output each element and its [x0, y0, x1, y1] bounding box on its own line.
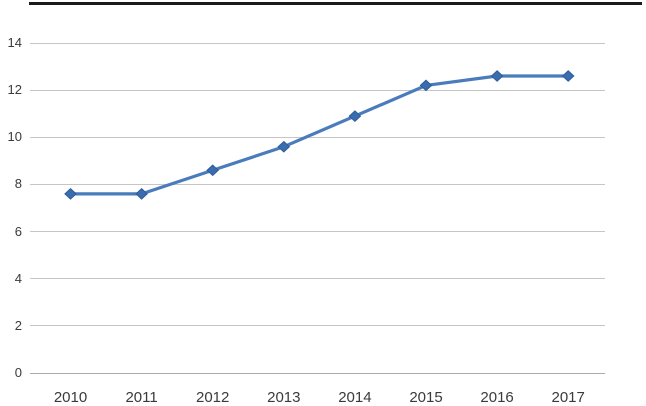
gridline	[30, 42, 605, 44]
x-axis-tick-label: 2015	[409, 389, 443, 406]
gridline	[30, 136, 605, 138]
y-axis-tick-label: 14	[7, 35, 22, 50]
data-point-marker	[561, 70, 575, 82]
x-axis-tick-label: 2010	[53, 389, 88, 406]
x-axis-tick-label: 2013	[267, 389, 301, 406]
x-axis-tick-label: 2012	[196, 389, 230, 406]
gridline	[30, 372, 605, 374]
data-point-marker	[348, 110, 362, 122]
y-axis-tick-label: 6	[14, 223, 22, 239]
gridline	[30, 278, 605, 280]
top-rule	[29, 2, 642, 5]
y-axis-tick-label: 2	[14, 317, 22, 333]
y-axis-tick-label: 8	[14, 176, 22, 192]
y-axis-tick-label: 10	[7, 129, 22, 145]
gridline	[30, 183, 605, 185]
x-axis-tick-label: 2017	[551, 389, 585, 406]
x-axis-tick-label: 2011	[125, 389, 158, 406]
data-point-marker	[419, 79, 433, 92]
data-point-marker	[206, 164, 220, 177]
y-axis-tick-label: 4	[14, 270, 22, 286]
gridline	[30, 89, 605, 91]
gridline	[30, 231, 605, 233]
data-series-line	[68, 74, 570, 196]
x-axis-tick-label: 2016	[480, 389, 514, 406]
data-point-marker	[64, 187, 77, 200]
y-axis-tick-label: 12	[7, 82, 22, 98]
x-axis-tick-label: 2014	[338, 389, 372, 406]
data-point-marker	[277, 140, 291, 153]
data-point-marker	[135, 187, 148, 200]
y-axis-tick-label: 0	[14, 365, 22, 380]
gridline	[30, 325, 605, 327]
data-point-marker	[490, 70, 504, 82]
